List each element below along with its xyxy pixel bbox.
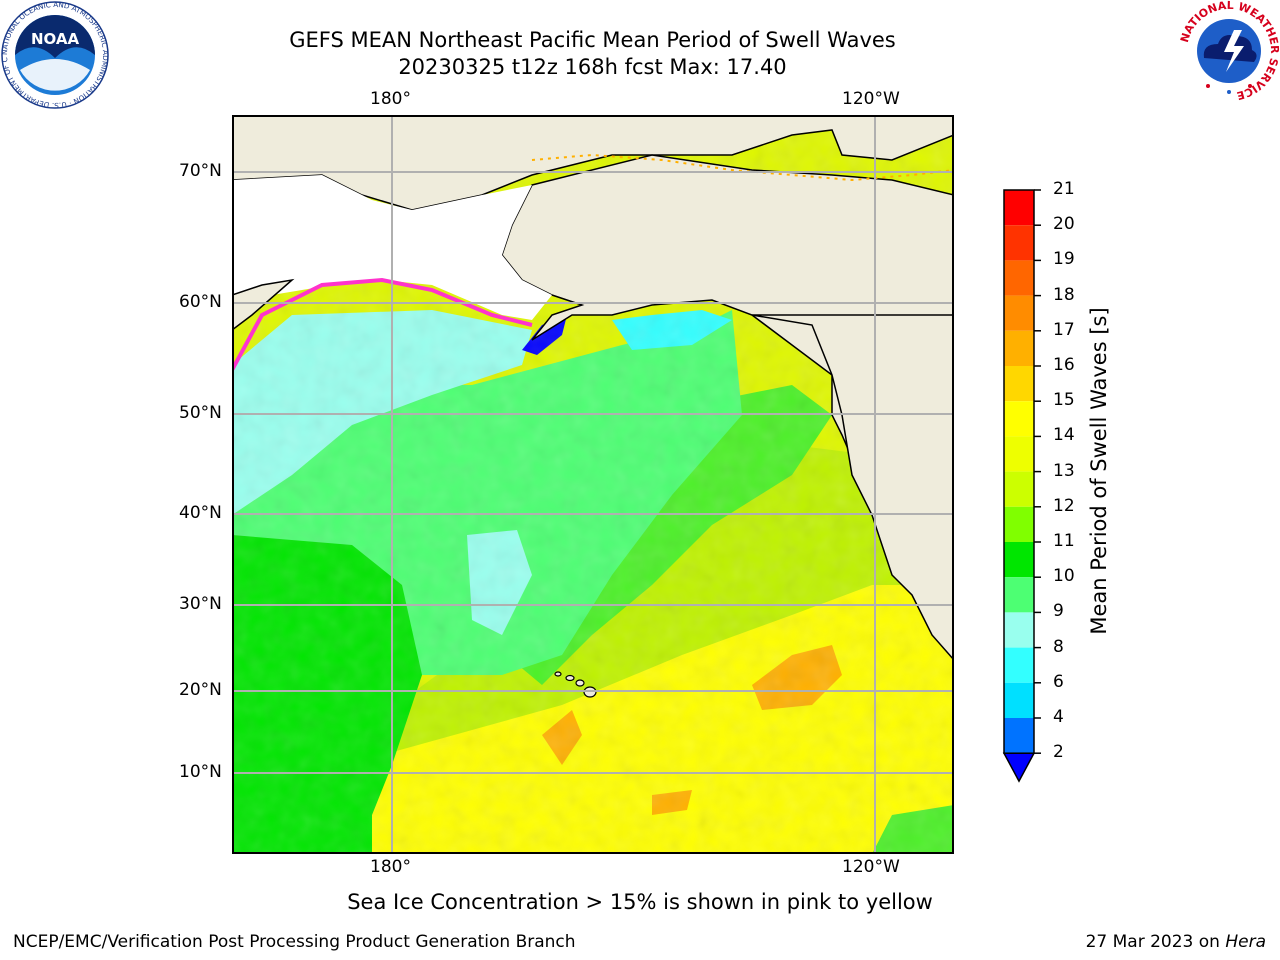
colorbar-tick-label: 11	[1053, 531, 1075, 551]
credit-host: Hera	[1225, 932, 1266, 952]
colorbar-band	[1004, 366, 1034, 402]
colorbar-band	[1004, 612, 1034, 648]
graticule	[232, 115, 954, 854]
land-alaska	[501, 154, 954, 557]
sea-ice-edge	[232, 277, 533, 371]
nws-logo: NATIONAL WEATHER SERVICE	[1178, 0, 1280, 102]
lat-label-60n: 60°N	[179, 292, 222, 312]
colorbar-extend-triangle	[1002, 752, 1036, 783]
colorbar-band	[1004, 718, 1034, 754]
colorbar-band	[1004, 471, 1034, 507]
colorbar-band	[1004, 506, 1034, 542]
credit-branch: NCEP/EMC/Verification Post Processing Pr…	[13, 932, 576, 952]
noaa-logo-text: NOAA	[31, 30, 80, 48]
land-north-america-coast	[751, 314, 954, 662]
colorbar	[1002, 189, 1041, 783]
colorbar-tick-label: 13	[1053, 460, 1075, 481]
colorbar-tick-label: 6	[1053, 671, 1064, 692]
colorbar-band	[1004, 436, 1034, 472]
colorbar-band	[1004, 190, 1034, 226]
noaa-logo: NATIONAL OCEANIC AND ATMOSPHERIC ADMINIS…	[0, 0, 110, 110]
land-kamchatka	[232, 278, 295, 331]
colorbar-tick-label: 16	[1053, 355, 1075, 375]
colorbar-band	[1004, 295, 1034, 331]
lon-label-bottom-180: 180°	[370, 857, 411, 877]
colorbar-tick-label: 20	[1053, 214, 1075, 235]
lon-label-bottom-120w: 120°W	[842, 857, 900, 877]
chart-title: GEFS MEAN Northeast Pacific Mean Period …	[289, 28, 896, 52]
colorbar-band	[1004, 401, 1034, 437]
credit-date-text: 27 Mar 2023 on	[1085, 932, 1226, 952]
lat-label-30n: 30°N	[179, 594, 222, 614]
colorbar-tick-label: 8	[1053, 636, 1064, 657]
colorbar-band	[1004, 260, 1034, 296]
lat-label-20n: 20°N	[179, 680, 222, 700]
map-frame	[232, 115, 954, 854]
colorbar-tick-label: 15	[1053, 390, 1075, 411]
colorbar-tick-label: 21	[1053, 179, 1075, 199]
colorbar-band	[1004, 577, 1034, 613]
colorbar-title: Mean Period of Swell Waves [s]	[1087, 307, 1111, 635]
colorbar-band	[1004, 542, 1034, 578]
lon-label-top-180: 180°	[370, 89, 411, 109]
colorbar-tick-label: 14	[1053, 425, 1075, 446]
lat-label-40n: 40°N	[179, 503, 222, 523]
colorbar-tick-label: 9	[1053, 601, 1064, 622]
sea-ice-note: Sea Ice Concentration > 15% is shown in …	[347, 890, 933, 914]
credit-date: 27 Mar 2023 on Hera	[1086, 932, 1266, 952]
colorbar-tick-label: 4	[1053, 707, 1064, 727]
colorbar-tick-label: 10	[1053, 566, 1075, 587]
colorbar-tick-label: 17	[1053, 319, 1075, 340]
lat-label-70n: 70°N	[179, 161, 222, 181]
lon-label-top-120w: 120°W	[842, 89, 900, 109]
colorbar-band	[1004, 682, 1034, 718]
colorbar-tick-label: 18	[1053, 284, 1075, 305]
colorbar-tick-label: 12	[1053, 495, 1075, 516]
colorbar-tick-label: 2	[1053, 742, 1064, 763]
chart-subtitle: 20230325 t12z 168h fcst Max: 17.40	[398, 55, 787, 79]
lat-label-10n: 10°N	[179, 762, 222, 782]
colorbar-band	[1004, 647, 1034, 683]
colorbar-band	[1004, 225, 1034, 261]
colorbar-tick-label: 19	[1053, 249, 1075, 270]
lat-label-50n: 50°N	[179, 403, 222, 423]
colorbar-band	[1004, 330, 1034, 366]
swell-period-map	[232, 115, 954, 854]
